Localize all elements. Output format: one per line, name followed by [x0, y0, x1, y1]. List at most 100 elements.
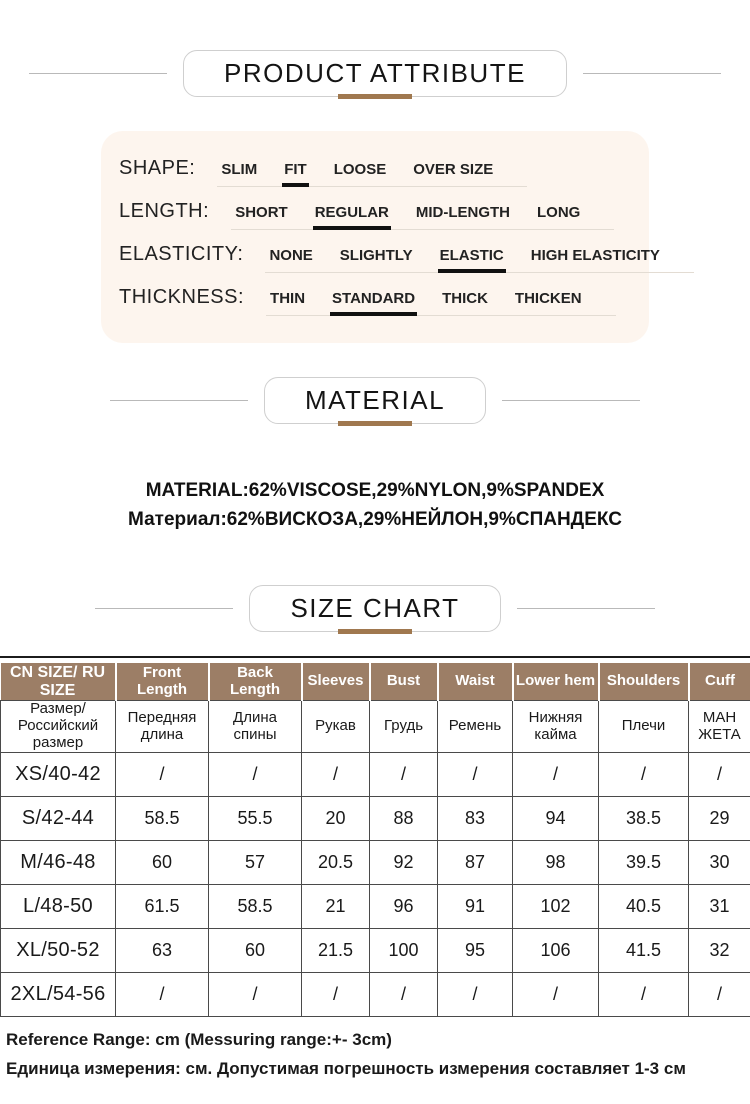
attribute-option: SLIM [221, 161, 257, 178]
measurement-value: 40.5 [599, 884, 689, 928]
measurement-value: 60 [209, 928, 302, 972]
measurement-value: / [599, 972, 689, 1016]
column-header-ru: Плечи [599, 701, 689, 752]
column-header: Shoulders [599, 663, 689, 701]
column-header-ru: Передняя длина [116, 701, 209, 752]
size-label: L/48-50 [1, 884, 116, 928]
attribute-label: THICKNESS: [119, 286, 244, 309]
measurement-value: 83 [438, 796, 513, 840]
measurement-value: 100 [370, 928, 438, 972]
measurement-value: 38.5 [599, 796, 689, 840]
attribute-option: SHORT [235, 204, 288, 221]
column-header: Lower hem [513, 663, 599, 701]
measurement-value: / [302, 972, 370, 1016]
measurement-value: / [116, 752, 209, 796]
measurement-value: 95 [438, 928, 513, 972]
attribute-option: SLIGHTLY [340, 247, 413, 264]
product-attribute-section-title: PRODUCT ATTRIBUTE [0, 50, 750, 97]
attribute-label: ELASTICITY: [119, 243, 243, 266]
column-header-ru: Рукав [302, 701, 370, 752]
measurement-value: 31 [689, 884, 750, 928]
title-left-line [110, 400, 248, 401]
title-right-line [517, 608, 655, 609]
column-header: Cuff [689, 663, 750, 701]
material-title-box: MATERIAL [264, 377, 486, 424]
attribute-options: NONE SLIGHTLY ELASTIC HIGH ELASTICITY [265, 247, 693, 273]
measurement-value: / [513, 972, 599, 1016]
measurement-value: 29 [689, 796, 750, 840]
table-top-border [0, 656, 750, 658]
column-header: Waist [438, 663, 513, 701]
measurement-notes: Reference Range: cm (Messuring range:+- … [6, 1030, 750, 1079]
measurement-value: 55.5 [209, 796, 302, 840]
measurement-value: / [370, 972, 438, 1016]
measurement-value: 92 [370, 840, 438, 884]
column-header-ru: Нижняя кайма [513, 701, 599, 752]
measurement-value: 88 [370, 796, 438, 840]
column-header: Front Length [116, 663, 209, 701]
measurement-value: 106 [513, 928, 599, 972]
material-title-text: MATERIAL [305, 385, 445, 415]
measurement-value: 57 [209, 840, 302, 884]
material-section-title: MATERIAL [0, 377, 750, 424]
measurement-value: / [302, 752, 370, 796]
table-row: XS/40-42//////// [1, 752, 750, 796]
attribute-option: LOOSE [334, 161, 387, 178]
column-header-ru: Длина спины [209, 701, 302, 752]
attribute-option-selected: STANDARD [332, 290, 415, 307]
material-line-en: MATERIAL:62%VISCOSE,29%NYLON,9%SPANDEX [0, 476, 750, 505]
attribute-option: NONE [269, 247, 312, 264]
size-label: M/46-48 [1, 840, 116, 884]
column-header: CN SIZE/ RU SIZE [1, 663, 116, 701]
measurement-value: / [370, 752, 438, 796]
measurement-value: 60 [116, 840, 209, 884]
size-chart-section-title: SIZE CHART [0, 585, 750, 632]
measurement-value: / [438, 752, 513, 796]
measurement-value: 58.5 [209, 884, 302, 928]
size-chart-title-text: SIZE CHART [290, 593, 459, 623]
measurement-value: 32 [689, 928, 750, 972]
table-row: 2XL/54-56//////// [1, 972, 750, 1016]
column-header-ru: Ремень [438, 701, 513, 752]
measurement-value: / [209, 972, 302, 1016]
attribute-option: MID-LENGTH [416, 204, 510, 221]
measurement-value: 63 [116, 928, 209, 972]
title-left-line [95, 608, 233, 609]
size-label: XL/50-52 [1, 928, 116, 972]
attribute-option: THIN [270, 290, 305, 307]
measurement-value: / [209, 752, 302, 796]
attribute-option: LONG [537, 204, 580, 221]
measurement-value: / [438, 972, 513, 1016]
measurement-value: / [599, 752, 689, 796]
measurement-value: / [116, 972, 209, 1016]
measurement-value: 41.5 [599, 928, 689, 972]
measurement-value: 91 [438, 884, 513, 928]
measurement-value: 30 [689, 840, 750, 884]
measurement-value: 39.5 [599, 840, 689, 884]
product-attribute-title-text: PRODUCT ATTRIBUTE [224, 58, 526, 88]
attribute-option: HIGH ELASTICITY [531, 247, 660, 264]
column-header: Back Length [209, 663, 302, 701]
attribute-option-selected: ELASTIC [440, 247, 504, 264]
measurement-value: 94 [513, 796, 599, 840]
column-header-ru: МАН ЖЕТА [689, 701, 750, 752]
measurement-value: / [689, 752, 750, 796]
attribute-label: LENGTH: [119, 200, 209, 223]
measurement-value: 21 [302, 884, 370, 928]
column-header-ru: Грудь [370, 701, 438, 752]
size-label: 2XL/54-56 [1, 972, 116, 1016]
